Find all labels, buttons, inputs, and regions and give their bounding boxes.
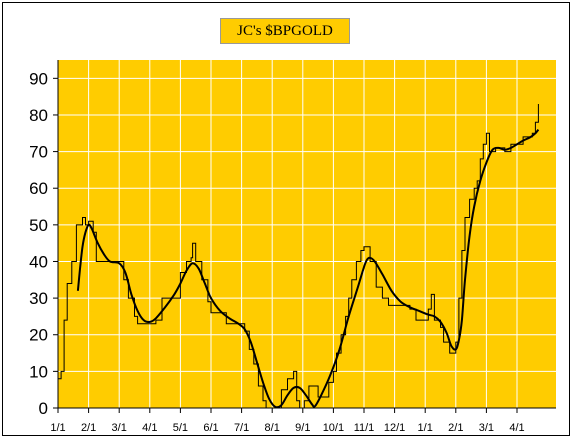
- grid-lines: [58, 60, 556, 408]
- x-tick-label: 7/1: [234, 422, 249, 434]
- y-tick-label: 30: [29, 289, 48, 308]
- y-tick-label: 50: [29, 216, 48, 235]
- y-tick-label: 0: [39, 399, 48, 418]
- y-tick-label: 10: [29, 362, 48, 381]
- plot-area: [58, 60, 556, 408]
- x-tick-label: 5/1: [173, 422, 188, 434]
- y-tick-label: 90: [29, 69, 48, 88]
- x-tick-label: 8/1: [265, 422, 280, 434]
- x-axis-tick-labels: 1/1 2/1 3/1 4/1 5/1 6/1 7/1 8/1 9/1 10/1 11/1 12/1 1…: [50, 422, 524, 434]
- x-tick-label: 2/1: [81, 422, 96, 434]
- x-tick-label: 1/1: [418, 422, 433, 434]
- y-tick-label: 40: [29, 252, 48, 271]
- x-tick-label: 1/1: [50, 422, 65, 434]
- x-tick-label: 12/1: [384, 422, 405, 434]
- series-layer: [58, 104, 540, 409]
- x-tick-label: 2/1: [448, 422, 463, 434]
- x-tick-label: 3/1: [112, 422, 127, 434]
- y-tick-label: 70: [29, 143, 48, 162]
- x-tick-label: 10/1: [323, 422, 344, 434]
- y-axis-tick-labels: 0 10 20 30 40 50 60 70 80 90: [29, 69, 48, 418]
- chart-title: JC's $BPGOLD: [220, 18, 350, 44]
- x-tick-label: 9/1: [295, 422, 310, 434]
- x-tick-label: 4/1: [142, 422, 157, 434]
- y-tick-label: 60: [29, 179, 48, 198]
- axes: [53, 60, 556, 413]
- x-tick-label: 11/1: [354, 422, 375, 434]
- y-tick-label: 20: [29, 326, 48, 345]
- x-tick-label: 3/1: [479, 422, 494, 434]
- series-smooth-line: [76, 128, 540, 409]
- x-tick-label: 4/1: [509, 422, 524, 434]
- y-tick-label: 80: [29, 106, 48, 125]
- x-tick-label: 6/1: [203, 422, 218, 434]
